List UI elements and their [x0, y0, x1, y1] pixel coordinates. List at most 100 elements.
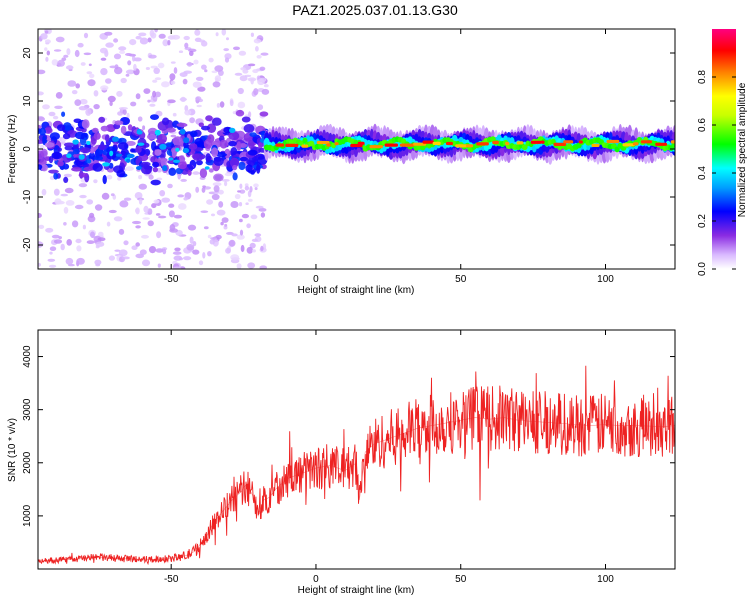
spectrum-scatter-blob — [250, 214, 258, 220]
spectrum-scatter-blob — [154, 77, 162, 81]
spectrum-scatter-blob — [132, 55, 136, 62]
spectrum-scatter-blob — [138, 175, 143, 180]
colorbar — [712, 29, 736, 269]
spectrum-cluster-blob — [232, 164, 238, 171]
spectrum-cluster-blob — [224, 149, 230, 155]
colorbar-tick-label: 0.6 — [697, 118, 708, 132]
spectrum-cluster-blob — [48, 169, 59, 174]
spectrum-scatter-blob — [129, 39, 137, 46]
spectrum-scatter-blob — [173, 214, 182, 219]
spectrum-cluster-blob — [213, 173, 224, 182]
spectrum-scatter-blob — [38, 91, 44, 96]
spectrum-scatter-blob — [114, 66, 123, 75]
spectrum-scatter-blob — [105, 78, 112, 84]
coherent-line-peak — [334, 142, 339, 146]
spectrum-cluster-blob — [213, 156, 224, 166]
spectrum-highlight-blob — [137, 142, 145, 146]
spectrum-cluster-blob — [208, 168, 214, 173]
spectrum-scatter-blob — [210, 237, 218, 240]
spectrum-scatter-blob — [63, 173, 72, 178]
colorbar-tick-label: 0.8 — [697, 70, 708, 84]
spectrum-scatter-blob — [44, 47, 48, 51]
spectrum-highlight-blob — [111, 136, 119, 142]
spectrum-cluster-blob — [127, 124, 133, 131]
spectrogram-xlabel: Height of straight line (km) — [298, 285, 415, 296]
spectrum-scatter-blob — [211, 213, 215, 217]
spectrum-scatter-blob — [224, 181, 228, 187]
spectrum-cluster-blob — [48, 156, 54, 164]
spectrum-scatter-blob — [60, 243, 65, 251]
spectrum-scatter-blob — [214, 65, 224, 72]
spectrum-scatter-blob — [86, 240, 95, 245]
spectrum-scatter-blob — [254, 233, 262, 237]
spectrum-scatter-blob — [250, 78, 254, 85]
spectrum-scatter-blob — [177, 194, 185, 198]
spectrum-cluster-blob — [39, 127, 46, 136]
spectrum-scatter-blob — [100, 68, 108, 76]
spectrum-scatter-blob — [249, 242, 256, 249]
spectrum-scatter-blob — [108, 255, 115, 261]
spectrum-cluster-blob — [57, 160, 64, 167]
spectrum-highlight-blob — [179, 128, 186, 135]
spectrum-scatter-blob — [170, 80, 176, 85]
x-tick-label: 0 — [313, 274, 319, 285]
spectrum-cluster-blob — [199, 168, 208, 179]
spectrum-highlight-blob — [87, 158, 92, 164]
spectrum-cluster-blob — [165, 142, 172, 148]
spectrum-scatter-blob — [76, 257, 85, 265]
spectrum-cluster-blob — [175, 167, 183, 175]
spectrum-cluster-blob — [205, 115, 213, 122]
spectrum-scatter-blob — [183, 256, 192, 261]
spectrum-scatter-blob — [194, 29, 201, 36]
spectrum-scatter-blob — [82, 224, 86, 230]
spectrum-scatter-blob — [221, 29, 227, 36]
spectrum-cluster-blob — [57, 147, 62, 152]
spectrum-scatter-blob — [125, 69, 135, 75]
spectrum-highlight-blob — [126, 153, 135, 159]
spectrum-scatter-blob — [148, 246, 157, 254]
spectrum-scatter-blob — [172, 112, 177, 117]
spectrum-cluster-blob — [261, 164, 267, 170]
spectrum-cluster-blob — [63, 122, 72, 131]
spectrum-scatter-blob — [38, 116, 45, 122]
spectrum-scatter-blob — [46, 50, 50, 56]
spectrum-scatter-blob — [161, 81, 170, 88]
spectrum-scatter-blob — [233, 46, 240, 51]
spectrum-cluster-blob — [116, 169, 126, 178]
spectrum-scatter-blob — [64, 187, 74, 194]
spectrum-scatter-blob — [139, 249, 147, 255]
spectrum-scatter-blob — [252, 69, 259, 74]
spectrum-cluster-blob — [150, 179, 161, 186]
spectrum-scatter-blob — [52, 115, 59, 120]
spectrum-cluster-blob — [249, 132, 257, 138]
spectrum-highlight-blob — [102, 162, 110, 167]
spectrum-scatter-blob — [216, 209, 226, 216]
spectrum-scatter-blob — [120, 77, 127, 84]
spectrum-scatter-blob — [168, 210, 175, 218]
spectrum-scatter-blob — [116, 90, 123, 97]
spectrum-scatter-blob — [173, 67, 178, 74]
spectrum-cluster-blob — [228, 140, 237, 147]
spectrum-scatter-blob — [63, 206, 69, 214]
spectrum-scatter-blob — [49, 246, 57, 251]
coherent-line-peak — [384, 143, 398, 147]
spectrum-scatter-blob — [121, 256, 130, 260]
spectrum-scatter-blob — [83, 32, 89, 39]
spectrum-cluster-blob — [42, 135, 47, 146]
spectrum-scatter-blob — [200, 210, 209, 213]
spectrum-scatter-blob — [57, 59, 65, 67]
spectrum-scatter-blob — [149, 103, 156, 107]
spectrum-scatter-blob — [202, 252, 206, 259]
spectrum-cluster-blob — [172, 136, 183, 146]
spectrum-cluster-blob — [144, 148, 151, 157]
spectrum-scatter-blob — [225, 247, 231, 254]
spectrum-scatter-blob — [83, 52, 92, 56]
spectrum-scatter-blob — [162, 39, 169, 47]
coherent-line-peak — [432, 141, 441, 145]
spectrum-scatter-blob — [157, 215, 167, 219]
spectrum-cluster-blob — [236, 141, 242, 151]
spectrum-cluster-blob — [259, 111, 269, 117]
spectrum-cluster-blob — [201, 125, 210, 131]
spectrum-scatter-blob — [118, 46, 127, 51]
x-tick-label: -50 — [164, 274, 179, 285]
